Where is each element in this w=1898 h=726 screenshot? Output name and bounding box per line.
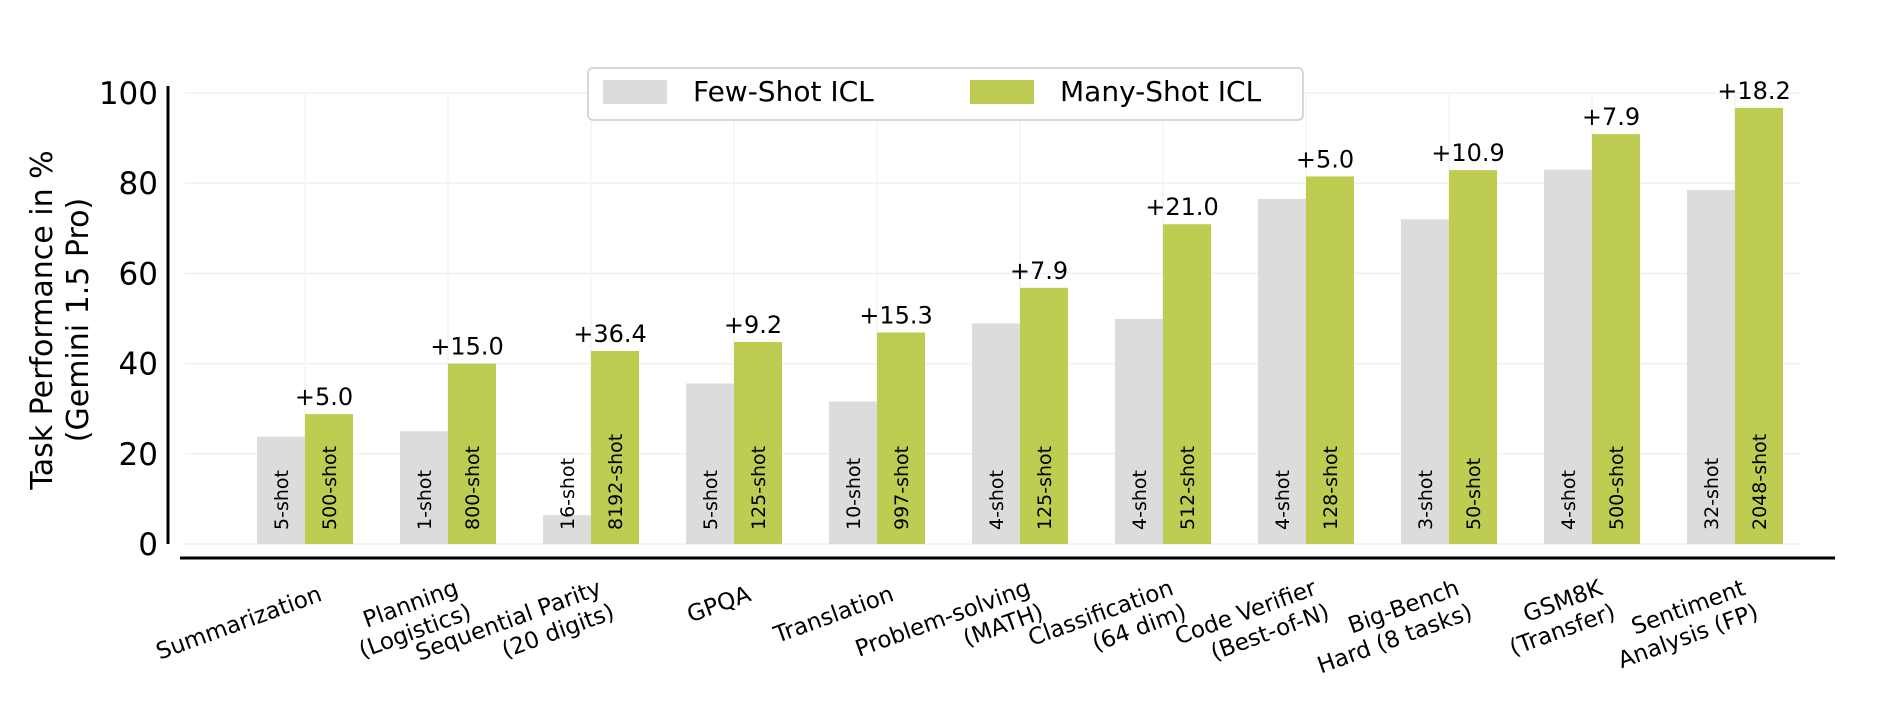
bar-shot-label: 800-shot	[462, 446, 484, 530]
x-tick-label: SentimentAnalysis (FP)	[1605, 574, 1761, 674]
bar-shot-label: 500-shot	[319, 446, 341, 530]
bar-shot-label: 500-shot	[1606, 446, 1628, 530]
bar-many-shot	[448, 363, 496, 544]
bar-shot-label: 4-shot	[1272, 470, 1294, 530]
bar-many-shot	[591, 350, 639, 544]
bar-shot-label: 997-shot	[891, 446, 913, 530]
bar-shot-label: 50-shot	[1463, 458, 1485, 530]
bar-shot-label: 32-shot	[1701, 458, 1723, 530]
x-tick-label: GSM8K(Transfer)	[1497, 574, 1619, 662]
bar-many-shot	[1163, 224, 1211, 544]
bars: 5-shot 500-shot +5.0 1-shot 800-shot +15.0 16-…	[257, 77, 1791, 545]
bar-shot-label: 125-shot	[1034, 446, 1056, 530]
bar-many-shot	[1306, 176, 1354, 544]
delta-annotation: +10.9	[1431, 139, 1505, 167]
y-axis-label-line: (Gemini 1.5 Pro)	[61, 198, 96, 442]
x-axis: Summarization Planning(Logistics)Sequenti…	[153, 556, 1835, 679]
bar-few-shot	[257, 436, 305, 544]
bar-few-shot	[972, 323, 1020, 544]
bar-many-shot	[1020, 287, 1068, 544]
x-tick-label-line: GPQA	[684, 581, 755, 628]
bar-many-shot	[877, 332, 925, 544]
y-tick-label: 0	[138, 527, 158, 563]
y-axis-label: Task Performance in %(Gemini 1.5 Pro)	[25, 150, 96, 490]
legend-box	[587, 67, 1304, 121]
bar-shot-label: 5-shot	[700, 470, 722, 530]
bar-shot-label: 4-shot	[986, 470, 1008, 530]
bar-shot-label: 4-shot	[1129, 470, 1151, 530]
bar-many-shot	[734, 341, 782, 544]
bar-few-shot	[829, 401, 877, 544]
legend-label-many-shot: Many-Shot ICL	[1060, 75, 1262, 108]
y-tick-label: 40	[119, 347, 158, 383]
legend-swatch-many-shot	[970, 80, 1034, 104]
legend: Few-Shot ICL Many-Shot ICL	[587, 67, 1304, 121]
x-tick-label: Big-BenchHard (8 tasks)	[1305, 574, 1476, 679]
y-tick-label: 20	[119, 437, 158, 473]
delta-annotation: +21.0	[1145, 193, 1219, 221]
bar-shot-label: 4-shot	[1558, 470, 1580, 530]
bar-many-shot	[1735, 107, 1783, 545]
y-tick-label: 80	[119, 166, 158, 202]
y-axis: 0 20 40 60 80 100 Task Performance in %(Gemini…	[25, 76, 170, 563]
legend-label-few-shot: Few-Shot ICL	[693, 75, 874, 108]
delta-annotation: +18.2	[1717, 77, 1791, 105]
delta-annotation: +7.9	[1010, 257, 1068, 285]
bar-few-shot	[1115, 318, 1163, 544]
delta-annotation: +5.0	[295, 383, 353, 411]
x-tick-label: Classification(64 dim)	[1025, 574, 1190, 677]
bar-few-shot	[1401, 219, 1449, 544]
legend-swatch-few-shot	[603, 80, 667, 104]
bar-shot-label: 512-shot	[1177, 446, 1199, 530]
x-tick-label: Summarization	[153, 581, 326, 665]
bar-few-shot	[1258, 198, 1306, 545]
y-tick-label: 100	[99, 76, 158, 112]
bar-few-shot	[1544, 169, 1592, 545]
delta-annotation: +7.9	[1582, 103, 1640, 131]
bar-shot-label: 125-shot	[748, 446, 770, 530]
bar-shot-label: 8192-shot	[605, 434, 627, 530]
x-tick-label: GPQA	[684, 581, 755, 628]
bar-shot-label: 128-shot	[1320, 446, 1342, 530]
delta-annotation: +5.0	[1296, 145, 1354, 173]
bar-shot-label: 10-shot	[843, 458, 865, 530]
bar-shot-label: 1-shot	[414, 470, 436, 530]
bar-few-shot	[686, 383, 734, 544]
bar-few-shot	[1687, 189, 1735, 544]
bar-many-shot	[305, 414, 353, 544]
y-axis-label-line: Task Performance in %	[25, 150, 60, 490]
x-tick-label: Code Verifier(Best-of-N)	[1172, 574, 1333, 676]
delta-annotation: +15.3	[859, 301, 933, 329]
x-tick-label-line: Summarization	[153, 581, 326, 665]
bar-few-shot	[543, 515, 591, 544]
delta-annotation: +36.4	[573, 320, 647, 348]
bar-few-shot	[400, 431, 448, 544]
bar-shot-label: 5-shot	[271, 470, 293, 530]
bar-shot-label: 3-shot	[1415, 470, 1437, 530]
delta-annotation: +15.0	[430, 333, 504, 361]
bar-shot-label: 2048-shot	[1749, 434, 1771, 530]
bar-shot-label: 16-shot	[557, 458, 579, 530]
bar-many-shot	[1592, 134, 1640, 544]
y-tick-label: 60	[119, 256, 158, 292]
delta-annotation: +9.2	[724, 311, 782, 339]
bar-many-shot	[1449, 170, 1497, 544]
